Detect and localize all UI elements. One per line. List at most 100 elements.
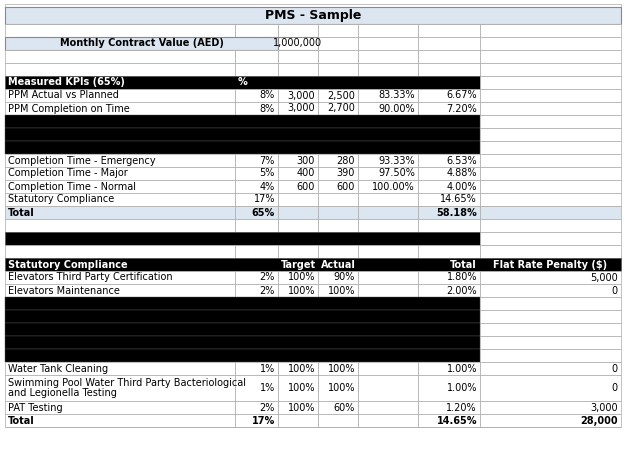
Bar <box>480 310 621 323</box>
Bar <box>480 115 621 128</box>
Bar <box>5 245 235 258</box>
Bar <box>5 310 480 323</box>
Text: 300: 300 <box>297 156 315 166</box>
Bar <box>318 63 358 76</box>
Bar <box>318 89 358 102</box>
Text: 3,000: 3,000 <box>287 104 315 114</box>
Bar <box>480 37 621 50</box>
Bar <box>318 362 358 375</box>
Bar <box>418 375 480 401</box>
Bar <box>358 167 418 180</box>
Text: 100%: 100% <box>287 272 315 282</box>
Text: Statutory Compliance: Statutory Compliance <box>8 260 128 270</box>
Text: PPM Completion on Time: PPM Completion on Time <box>8 104 130 114</box>
Text: 17%: 17% <box>254 194 275 204</box>
Bar <box>318 50 358 63</box>
Bar <box>5 180 235 193</box>
Bar <box>358 102 418 115</box>
Bar <box>5 167 235 180</box>
Bar <box>278 154 318 167</box>
Text: 1.20%: 1.20% <box>446 403 477 412</box>
Bar <box>278 89 318 102</box>
Text: 65%: 65% <box>252 208 275 218</box>
Bar <box>418 154 480 167</box>
Text: 1%: 1% <box>260 383 275 393</box>
Text: 4.00%: 4.00% <box>446 182 477 192</box>
Text: 600: 600 <box>337 182 355 192</box>
Bar <box>235 206 278 219</box>
Text: PAT Testing: PAT Testing <box>8 403 63 412</box>
Bar <box>5 232 480 245</box>
Bar <box>235 50 278 63</box>
Text: Actual: Actual <box>321 260 356 270</box>
Bar <box>318 401 358 414</box>
Bar <box>278 63 318 76</box>
Bar <box>318 284 358 297</box>
Text: 0: 0 <box>612 363 618 374</box>
Bar <box>418 89 480 102</box>
Bar <box>278 180 318 193</box>
Bar <box>278 375 318 401</box>
Bar <box>235 414 278 427</box>
Bar <box>235 102 278 115</box>
Text: 100%: 100% <box>287 363 315 374</box>
Text: 100%: 100% <box>327 286 355 296</box>
Bar <box>5 349 480 362</box>
Text: and Legionella Testing: and Legionella Testing <box>8 388 117 398</box>
Bar <box>418 414 480 427</box>
Bar <box>480 414 621 427</box>
Text: 14.65%: 14.65% <box>436 415 477 426</box>
Bar <box>235 180 278 193</box>
Bar <box>418 362 480 375</box>
Bar <box>418 180 480 193</box>
Bar <box>358 89 418 102</box>
Bar <box>358 193 418 206</box>
Text: Target: Target <box>280 260 316 270</box>
Text: 2,700: 2,700 <box>327 104 355 114</box>
Bar <box>480 349 621 362</box>
Bar <box>5 284 235 297</box>
Bar <box>278 50 318 63</box>
Text: 100%: 100% <box>327 383 355 393</box>
Bar <box>5 258 621 271</box>
Text: 100%: 100% <box>327 363 355 374</box>
Text: 93.33%: 93.33% <box>378 156 415 166</box>
Bar <box>278 219 318 232</box>
Text: 28,000: 28,000 <box>580 415 618 426</box>
Bar <box>5 193 235 206</box>
Bar <box>318 154 358 167</box>
Bar <box>278 24 318 37</box>
Bar <box>480 193 621 206</box>
Bar <box>418 271 480 284</box>
Bar <box>480 167 621 180</box>
Text: 97.50%: 97.50% <box>378 168 415 178</box>
Bar <box>358 284 418 297</box>
Bar <box>358 219 418 232</box>
Bar <box>480 206 621 219</box>
Text: Measured KPIs (65%): Measured KPIs (65%) <box>8 78 125 88</box>
Text: 1.00%: 1.00% <box>446 363 477 374</box>
Text: 1,000,000: 1,000,000 <box>274 38 322 49</box>
Text: 0: 0 <box>612 383 618 393</box>
Text: 600: 600 <box>297 182 315 192</box>
Bar <box>5 50 235 63</box>
Bar <box>278 284 318 297</box>
Bar <box>358 245 418 258</box>
Text: 400: 400 <box>297 168 315 178</box>
Text: 1.00%: 1.00% <box>446 383 477 393</box>
Text: Swimming Pool Water Third Party Bacteriological: Swimming Pool Water Third Party Bacterio… <box>8 378 246 388</box>
Bar <box>358 63 418 76</box>
Bar <box>278 271 318 284</box>
Bar <box>5 128 480 141</box>
Text: Elevators Third Party Certification: Elevators Third Party Certification <box>8 272 173 282</box>
Text: %: % <box>238 78 248 88</box>
Bar <box>278 206 318 219</box>
Text: 2.00%: 2.00% <box>446 286 477 296</box>
Text: 1.80%: 1.80% <box>446 272 477 282</box>
Bar <box>278 362 318 375</box>
Text: Total: Total <box>450 260 477 270</box>
Bar <box>318 102 358 115</box>
Bar <box>5 63 235 76</box>
Bar <box>358 414 418 427</box>
Bar <box>480 362 621 375</box>
